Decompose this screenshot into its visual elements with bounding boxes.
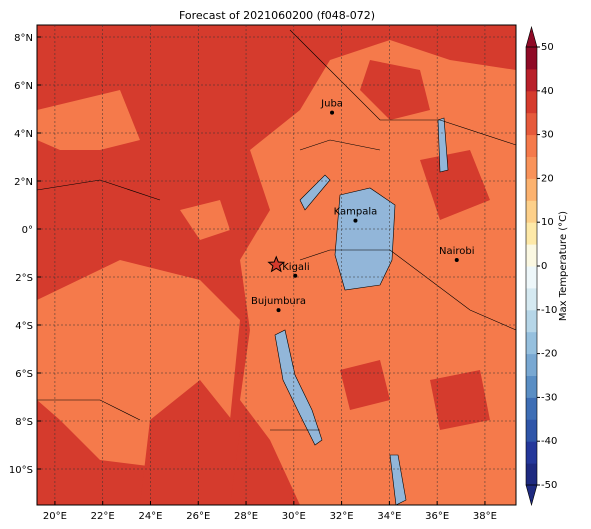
colorbar-tick-label: -10 [541, 305, 557, 316]
colorbar-band [526, 397, 537, 420]
x-tick-label: 22°E [91, 511, 115, 522]
x-tick-label: 32°E [330, 511, 354, 522]
colorbar-band [526, 200, 537, 223]
y-tick-label: 6°N [14, 81, 33, 92]
colorbar-band [526, 287, 537, 311]
colorbar-tick-label: 30 [541, 130, 554, 141]
y-tick-label: 8°S [15, 417, 33, 428]
y-tick-label: 2°S [15, 273, 33, 284]
colorbar-band [526, 463, 537, 486]
colorbar-band [526, 90, 537, 114]
colorbar-tick-label: 0 [541, 261, 547, 272]
star-marker [267, 255, 286, 273]
x-tick-label: 20°E [43, 511, 67, 522]
colorbar-band [526, 266, 537, 289]
colorbar-tick-label: 40 [541, 86, 554, 97]
x-tick-label: 34°E [377, 511, 401, 522]
x-tick-label: 24°E [138, 511, 162, 522]
city-label: Juba [320, 99, 343, 110]
colorbar-band [526, 178, 537, 201]
map-frame [36, 24, 517, 506]
map-fill [36, 25, 517, 506]
x-tick-label: 38°E [473, 511, 497, 522]
colorbar-label: Max Temperature (°C) [558, 211, 569, 321]
colorbar-band [526, 156, 537, 179]
colorbar-band [526, 419, 537, 442]
y-tick-label: 4°N [14, 129, 33, 140]
y-tick-label: 8°N [14, 33, 33, 44]
colorbar-tick-label: -30 [541, 392, 557, 403]
city-label: Kigali [282, 262, 309, 273]
y-tick-label: 10°S [9, 465, 33, 476]
colorbar-band [526, 353, 537, 376]
colorbar-band [526, 441, 537, 464]
colorbar-arrow-bottom [525, 484, 538, 507]
x-tick-label: 30°E [282, 511, 306, 522]
city-dot [293, 273, 298, 278]
colorbar-band [526, 47, 537, 70]
x-tick-label: 36°E [425, 511, 449, 522]
colorbar-band [526, 244, 537, 267]
x-tick-label: 26°E [186, 511, 210, 522]
city-dot [454, 257, 459, 262]
title: Forecast of 2021060200 (f048-072) [179, 9, 375, 22]
colorbar-arrow-top [525, 25, 538, 48]
colorbar-tick-label: -20 [541, 349, 557, 360]
colorbar-tick-label: 20 [541, 173, 554, 184]
y-tick-label: 2°N [14, 177, 33, 188]
colorbar-tick-label: -40 [541, 436, 557, 447]
y-tick-label: 4°S [15, 321, 33, 332]
city-dot [330, 110, 335, 115]
colorbar-tick-label: -50 [541, 480, 557, 491]
colorbar-tick-label: 10 [541, 217, 554, 228]
x-tick-label: 28°E [234, 511, 258, 522]
colorbar-band [526, 68, 537, 92]
city-label: Bujumbura [251, 296, 306, 307]
city-dot [353, 218, 358, 223]
colorbar-band [526, 309, 537, 333]
colorbar-band [526, 222, 537, 245]
colorbar-band [526, 331, 537, 355]
y-tick-label: 0° [22, 225, 33, 236]
city-label: Nairobi [439, 246, 475, 257]
colorbar-band [526, 375, 537, 398]
colorbar-tick-label: 50 [541, 42, 554, 53]
y-tick-label: 6°S [15, 369, 33, 380]
colorbar-band [526, 112, 537, 136]
city-label: Kampala [334, 207, 378, 218]
city-dot [276, 308, 281, 313]
colorbar-band [526, 134, 537, 157]
